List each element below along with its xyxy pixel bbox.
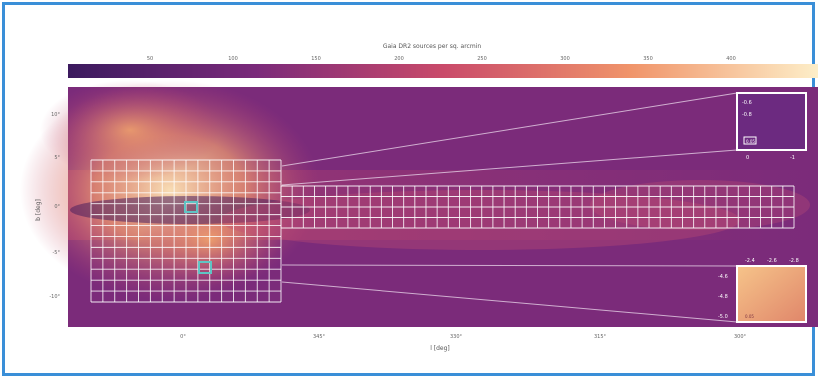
colorbar-tick-label: 250 <box>477 56 487 62</box>
y-tick-label: -10° <box>49 294 60 300</box>
connector-line <box>281 264 738 267</box>
y-axis-ticks: 10° 5° 0° -5° -10° <box>49 112 60 300</box>
x-tick-label: 315° <box>594 334 607 340</box>
inset-bottom-ytick: -5.0 <box>718 314 728 320</box>
inset-top <box>736 92 807 151</box>
inset-top-xtick: -1 <box>790 155 795 161</box>
y-tick-label: 0° <box>54 204 60 210</box>
inset-bottom-label: 0.05 <box>745 314 754 319</box>
colorbar-tick-label: 200 <box>394 56 404 62</box>
y-tick-label: -5° <box>53 250 61 256</box>
x-tick-label: 300° <box>734 334 747 340</box>
colorbar-tick-label: 150 <box>311 56 321 62</box>
inset-bottom-xtick: -2.4 <box>745 258 755 264</box>
colorbar-tick-label: 100 <box>228 56 238 62</box>
survey-grid-disk <box>280 185 795 229</box>
connector-line <box>281 281 738 323</box>
inset-bottom-xtick: -2.6 <box>767 258 777 264</box>
x-tick-label: 330° <box>450 334 463 340</box>
inset-bottom-xtick: -2.8 <box>789 258 799 264</box>
disk-glow-far <box>590 180 810 230</box>
colorbar-ticks: 50 100 150 200 250 300 350 400 <box>147 56 736 62</box>
colorbar-tick-label: 300 <box>560 56 570 62</box>
inset-top-marker <box>743 136 757 145</box>
disk-glow <box>220 190 740 250</box>
colorbar-tick-label: 50 <box>147 56 153 62</box>
highlight-tile-1 <box>184 201 198 213</box>
x-tick-label: 345° <box>313 334 326 340</box>
y-axis-label: b [deg] <box>35 199 42 221</box>
colorbar-title: Gaia DR2 sources per sq. arcmin <box>383 43 481 50</box>
inset-bottom <box>736 265 807 323</box>
y-tick-label: 10° <box>51 112 60 118</box>
x-axis-label: l [deg] <box>430 345 450 352</box>
inset-top-ytick: -0.6 <box>742 100 752 106</box>
inset-top-xtick: 0 <box>746 155 749 161</box>
dust-lane <box>70 196 310 224</box>
inset-top-label: 0.05 <box>746 139 755 144</box>
inset-top-ytick: -0.8 <box>742 112 752 118</box>
x-tick-label: 0° <box>180 334 186 340</box>
colorbar <box>68 64 818 78</box>
inset-bottom-ytick: -4.6 <box>718 274 728 280</box>
x-axis-ticks: 0° 345° 330° 315° 300° <box>180 334 746 340</box>
survey-grid-bulge <box>90 159 282 303</box>
colorbar-tick-label: 350 <box>643 56 653 62</box>
y-tick-label: 5° <box>54 155 60 161</box>
colorbar-tick-label: 400 <box>726 56 736 62</box>
bulge-glow-upper <box>40 80 220 180</box>
connector-line <box>281 149 738 186</box>
highlight-tile-2 <box>198 261 212 274</box>
connector-line <box>281 92 738 167</box>
inset-bottom-ytick: -4.8 <box>718 294 728 300</box>
